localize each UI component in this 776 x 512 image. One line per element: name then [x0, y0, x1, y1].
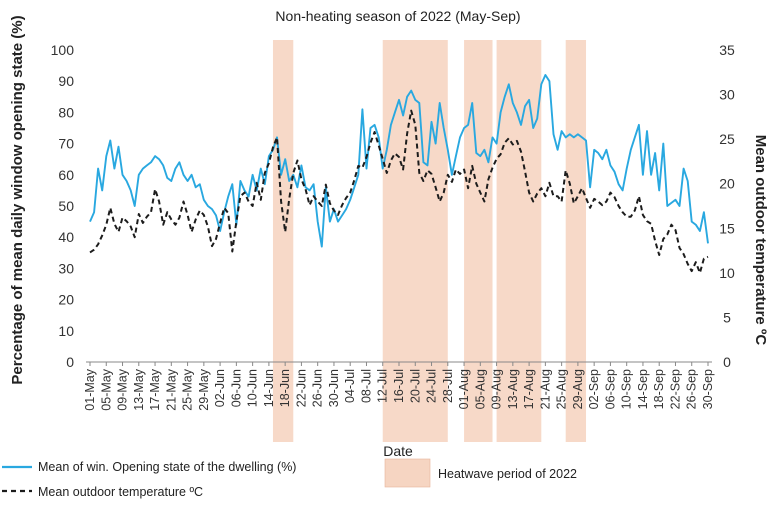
x-tick-label: 29-Aug	[571, 369, 585, 409]
x-tick-label: 06-Jun	[229, 369, 243, 407]
heatwave-band-2	[382, 40, 448, 442]
x-tick-label: 25-Aug	[555, 369, 569, 409]
x-tick-label: 18-Sep	[652, 369, 666, 409]
y-axis-left-label: Percentage of mean daily window opening …	[9, 15, 26, 384]
heatwave-bands	[272, 40, 587, 442]
x-tick-label: 17-May	[148, 368, 162, 410]
y-left-tick-label: 10	[58, 323, 74, 339]
x-tick-label: 04-Jul	[343, 369, 357, 403]
y-right-tick-label: 15	[719, 220, 735, 236]
x-tick-label: 01-Aug	[457, 369, 471, 409]
heatwave-band-4	[496, 40, 542, 442]
legend-heatwave-label: Heatwave period of 2022	[438, 467, 577, 481]
x-tick-label: 17-Aug	[522, 369, 536, 409]
y-left-tick-label: 0	[66, 354, 74, 370]
chart-title: Non-heating season of 2022 (May-Sep)	[275, 8, 520, 24]
x-tick-label: 18-Jun	[278, 369, 292, 407]
x-tick-label: 14-Jun	[262, 369, 276, 407]
y-right-tick-label: 35	[719, 42, 735, 58]
y-left-tick-label: 80	[58, 104, 74, 120]
y-left-tick-label: 70	[58, 136, 74, 152]
x-tick-label: 01-May	[83, 368, 97, 410]
x-tick-label: 09-May	[116, 368, 130, 410]
legend: Mean of win. Opening state of the dwelli…	[2, 458, 577, 499]
y-right-tick-label: 0	[723, 354, 731, 370]
y-left-tick-label: 40	[58, 229, 74, 245]
y-left-tick-label: 90	[58, 73, 74, 89]
x-tick-label: 02-Jun	[213, 369, 227, 407]
y-right-tick-label: 25	[719, 131, 735, 147]
heatwave-band-3	[464, 40, 493, 442]
x-tick-label: 20-Jul	[408, 369, 422, 403]
x-axis-label: Date	[383, 443, 413, 459]
x-tick-label: 30-Jun	[327, 369, 341, 407]
window-opening-series-line	[89, 74, 709, 248]
y-left-tick-label: 20	[58, 292, 74, 308]
x-tick-label: 08-Jul	[360, 369, 374, 403]
x-tick-label: 26-Jun	[311, 369, 325, 407]
x-tick-label: 10-Jun	[246, 369, 260, 407]
x-tick-label: 21-Aug	[538, 369, 552, 409]
y-right-tick-label: 30	[719, 87, 735, 103]
x-tick-label: 22-Sep	[669, 369, 683, 409]
x-tick-label: 02-Sep	[587, 369, 601, 409]
legend-window-label: Mean of win. Opening state of the dwelli…	[38, 460, 296, 474]
tick-labels: 0 10 20 30 40 50 60 70 80 90 100 0 5 10 15 20 25 30 35 01-M…	[51, 42, 735, 411]
y-left-tick-label: 30	[58, 260, 74, 276]
x-tick-label: 05-May	[99, 368, 113, 410]
x-tick-label: 12-Jul	[376, 369, 390, 403]
y-right-tick-label: 20	[719, 176, 735, 192]
x-tick-label: 14-Sep	[636, 369, 650, 409]
y-left-tick-label: 60	[58, 167, 74, 183]
y-left-tick-label: 100	[51, 42, 75, 58]
x-tick-label: 25-May	[181, 368, 195, 410]
y-right-tick-label: 10	[719, 265, 735, 281]
x-tick-label: 16-Jul	[392, 369, 406, 403]
y-right-tick-label: 5	[723, 309, 731, 325]
x-tick-label: 29-May	[197, 368, 211, 410]
x-tick-label: 28-Jul	[441, 369, 455, 403]
x-tick-label: 21-May	[164, 368, 178, 410]
y-axis-right-label: Mean outdoor temperature ºC	[752, 135, 769, 346]
x-tick-label: 22-Jun	[294, 369, 308, 407]
x-tick-label: 06-Sep	[603, 369, 617, 409]
x-tick-label: 26-Sep	[685, 369, 699, 409]
x-tick-label: 24-Jul	[425, 369, 439, 403]
x-tick-label: 10-Sep	[620, 369, 634, 409]
x-tick-label: 05-Aug	[473, 369, 487, 409]
x-tick-label: 30-Sep	[701, 369, 715, 409]
heatwave-band-5	[565, 40, 587, 442]
x-tick-label: 13-Aug	[506, 369, 520, 409]
y-left-tick-label: 50	[58, 198, 74, 214]
outdoor-temperature-series-line	[89, 109, 709, 274]
series-lines	[89, 74, 709, 274]
x-tick-label: 13-May	[132, 368, 146, 410]
x-tick-label: 09-Aug	[490, 369, 504, 409]
legend-temp-label: Mean outdoor temperature ºC	[38, 485, 203, 499]
legend-heatwave-swatch	[384, 458, 431, 488]
